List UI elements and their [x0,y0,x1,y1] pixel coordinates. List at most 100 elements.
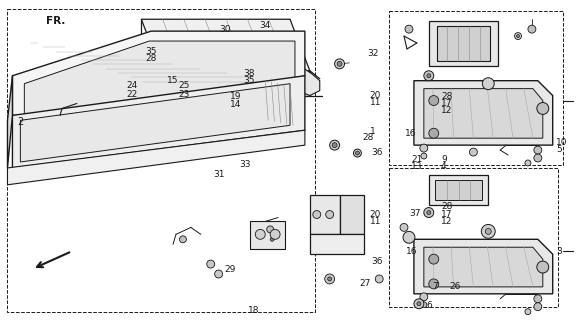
Text: 28: 28 [441,92,452,101]
Polygon shape [436,26,490,61]
Text: 5: 5 [556,145,562,154]
Text: 27: 27 [359,279,371,288]
Polygon shape [12,31,305,116]
Circle shape [353,149,361,157]
Circle shape [270,229,280,239]
Circle shape [517,35,520,37]
Circle shape [270,237,274,241]
Circle shape [537,261,549,273]
Circle shape [525,309,531,315]
Text: 11: 11 [370,99,381,108]
Circle shape [335,59,345,69]
Polygon shape [429,175,488,204]
Circle shape [215,270,222,278]
Polygon shape [8,76,12,168]
Circle shape [414,299,424,309]
Circle shape [424,71,434,81]
Text: 11: 11 [370,217,381,226]
Polygon shape [429,21,498,66]
Circle shape [375,275,383,283]
Circle shape [332,143,337,148]
Polygon shape [424,247,543,287]
Polygon shape [414,239,553,294]
Circle shape [429,254,439,264]
Circle shape [470,148,477,156]
Text: 12: 12 [441,106,452,115]
Circle shape [424,208,434,218]
Circle shape [400,223,408,231]
Text: 30: 30 [219,25,231,35]
Text: 31: 31 [213,170,225,179]
Polygon shape [310,195,339,234]
Text: 6: 6 [427,301,432,310]
Circle shape [482,78,494,90]
Text: 13: 13 [411,162,423,171]
Text: 37: 37 [409,209,421,218]
Circle shape [403,231,415,243]
Text: 24: 24 [126,81,138,90]
Text: 35: 35 [146,47,157,56]
Circle shape [420,144,428,152]
Polygon shape [161,71,310,96]
Circle shape [534,295,542,303]
Polygon shape [414,81,553,145]
Circle shape [417,302,421,306]
Text: 36: 36 [372,148,384,157]
Polygon shape [310,234,364,254]
Circle shape [207,260,215,268]
Text: 29: 29 [225,265,236,274]
Text: 16: 16 [406,247,418,257]
Circle shape [534,154,542,162]
Text: 4: 4 [441,162,446,171]
Text: 3: 3 [556,247,562,257]
Circle shape [534,303,542,311]
Text: 26: 26 [449,282,460,291]
Text: 17: 17 [441,99,453,108]
Circle shape [405,25,413,33]
Text: 35: 35 [244,76,255,85]
Polygon shape [141,19,310,71]
Text: 20: 20 [370,92,381,100]
Circle shape [326,211,333,219]
Text: 38: 38 [244,69,255,78]
Text: 28: 28 [363,133,374,142]
Text: 28: 28 [441,203,452,212]
Circle shape [429,128,439,138]
Text: 1: 1 [370,127,376,136]
Text: 16: 16 [404,130,416,139]
Polygon shape [12,76,305,168]
Polygon shape [298,66,320,96]
Circle shape [421,153,427,159]
Text: 21: 21 [411,155,423,164]
Circle shape [179,236,186,243]
Text: FR.: FR. [46,16,65,26]
Circle shape [337,61,342,66]
Circle shape [267,226,274,233]
Circle shape [328,277,332,281]
Text: 2: 2 [17,117,23,127]
Circle shape [481,224,495,238]
Circle shape [429,96,439,106]
Circle shape [534,146,542,154]
Text: 36: 36 [372,257,384,266]
Circle shape [356,151,360,155]
Circle shape [427,74,431,78]
Text: 34: 34 [259,21,271,30]
Polygon shape [339,195,364,234]
Text: 7: 7 [432,282,438,291]
Text: 33: 33 [239,160,251,169]
Circle shape [528,25,536,33]
Text: 10: 10 [556,138,568,147]
Text: 9: 9 [441,155,447,164]
Circle shape [485,228,491,234]
Circle shape [525,160,531,166]
Text: 15: 15 [167,76,179,85]
Circle shape [429,279,439,289]
Circle shape [325,274,335,284]
Text: 32: 32 [367,49,378,58]
Text: 25: 25 [179,81,190,90]
Text: 19: 19 [230,92,242,101]
Polygon shape [20,84,290,162]
Text: 12: 12 [441,217,452,226]
Circle shape [537,102,549,114]
